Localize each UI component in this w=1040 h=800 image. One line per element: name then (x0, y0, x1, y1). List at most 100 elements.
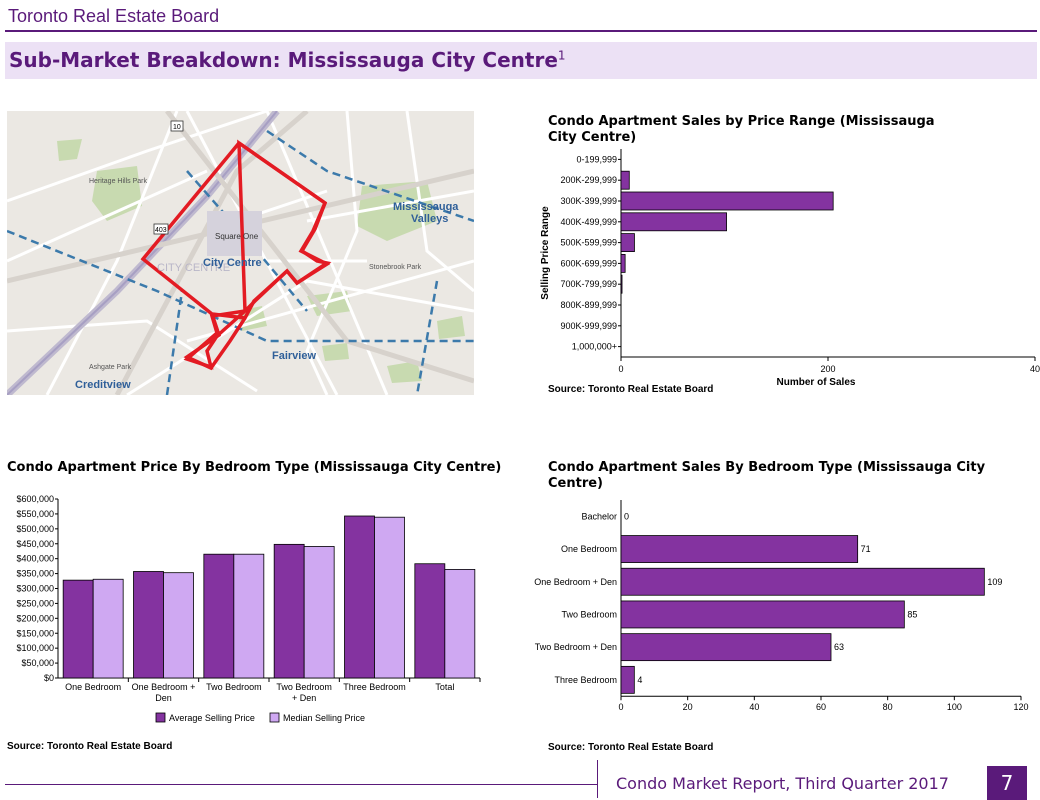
bedroom-sales-chart: Bachelor 0 One Bedroom 71 One Bedroom + Den 1… (534, 500, 1029, 712)
price-range-x-tick-label: 0 (618, 364, 623, 374)
bedroom-price-bar-average (414, 563, 446, 679)
price-range-bar (620, 212, 727, 232)
price-range-category-label: 500K-599,999 (560, 238, 617, 248)
price-range-x-tick-label: 200 (820, 364, 835, 374)
bedroom-price-y-tick-label: $250,000 (16, 598, 54, 608)
bedroom-price-category-label: Two Bedroom (206, 682, 262, 692)
bedroom-sales-category-label: Bachelor (581, 511, 617, 521)
price-range-bar (620, 233, 635, 252)
bedroom-price-chart-title: Condo Apartment Price By Bedroom Type (M… (7, 460, 502, 475)
price-range-category-label: 400K-499,999 (560, 217, 617, 227)
bedroom-sales-x-tick-label: 20 (683, 702, 693, 712)
price-range-y-axis-title: Selling Price Range (540, 206, 551, 300)
bedroom-price-y-tick-label: $550,000 (16, 509, 54, 519)
bedroom-sales-x-tick-label: 60 (816, 702, 826, 712)
bedroom-sales-data-label: 63 (834, 642, 844, 652)
bedroom-sales-category-label: One Bedroom (561, 544, 617, 554)
submarket-map: Heritage Hills Park Square One CITY CENT… (7, 111, 474, 395)
bedroom-price-y-tick-label: $0 (44, 673, 54, 683)
bedroom-sales-category-label: Two Bedroom + Den (535, 642, 617, 652)
map-square-one-block (207, 211, 262, 256)
bedroom-sales-x-tick-label: 100 (947, 702, 962, 712)
bedroom-sales-x-tick-label: 0 (618, 702, 623, 712)
bedroom-sales-category-label: Two Bedroom (561, 609, 617, 619)
bedroom-price-bar-average (133, 571, 164, 679)
map-label-heritage: Heritage Hills Park (89, 178, 147, 185)
bedroom-price-category-label: Total (435, 682, 454, 692)
bedroom-price-y-tick-label: $300,000 (16, 584, 54, 594)
bedroom-price-bar-median (233, 553, 265, 679)
map-label-route-10: 10 (173, 124, 181, 131)
price-range-bar (620, 274, 623, 294)
bedroom-price-category-label: One Bedroom (65, 682, 121, 692)
bedroom-sales-x-tick-label: 80 (883, 702, 893, 712)
bedroom-sales-chart-title: Condo Apartment Sales By Bedroom Type (M… (548, 460, 986, 491)
legend-swatch-average (155, 712, 166, 723)
price-range-category-label: 600K-699,999 (560, 258, 617, 268)
bedroom-price-y-tick-label: $200,000 (16, 613, 54, 623)
route-10-shield (170, 120, 184, 132)
price-range-category-label: 1,000,000+ (572, 342, 617, 352)
bedroom-price-bar-median (303, 546, 335, 679)
price-range-bar (620, 191, 834, 211)
report-header-title: Toronto Real Estate Board (8, 6, 220, 26)
bedroom-sales-bar (620, 535, 859, 563)
map-label-route-403: 403 (155, 227, 167, 234)
price-range-chart-source: Source: Toronto Real Estate Board (548, 384, 714, 395)
bedroom-sales-chart-source: Source: Toronto Real Estate Board (548, 742, 714, 753)
bedroom-price-y-tick-label: $400,000 (16, 554, 54, 564)
bedroom-price-y-tick-label: $350,000 (16, 569, 54, 579)
bedroom-price-bar-average (344, 515, 375, 679)
bedroom-price-y-tick-label: $150,000 (16, 628, 54, 638)
header-divider (5, 30, 1037, 32)
bedroom-sales-x-tick-label: 40 (749, 702, 759, 712)
bedroom-sales-bar (620, 633, 832, 662)
price-range-category-label: 800K-899,999 (560, 300, 617, 310)
bedroom-sales-data-label: 0 (624, 511, 629, 521)
bedroom-sales-data-label: 109 (987, 577, 1002, 587)
bedroom-sales-bar (620, 665, 635, 694)
map-label-creditview: Creditview (75, 379, 131, 391)
legend-swatch-median (269, 712, 280, 723)
bedroom-sales-category-label: Three Bedroom (554, 675, 617, 685)
city-centre-boundary (140, 141, 331, 371)
bedroom-price-bar-median (444, 569, 476, 679)
bedroom-sales-category-label: One Bedroom + Den (534, 577, 617, 587)
price-range-category-label: 300K-399,999 (560, 196, 617, 206)
bedroom-price-bar-median (163, 572, 194, 679)
section-banner: Sub-Market Breakdown: Mississauga City C… (5, 42, 1037, 79)
map-label-square-one: Square One (215, 232, 259, 241)
bedroom-price-y-tick-label: $450,000 (16, 539, 54, 549)
map-label-valleys: Valleys (411, 213, 448, 225)
bedroom-price-y-tick-label: $50,000 (21, 658, 54, 668)
bedroom-price-bar-average (273, 543, 305, 679)
map-label-fairview: Fairview (272, 350, 316, 362)
bedroom-sales-bar (620, 600, 905, 629)
price-range-x-tick-label: 40 (1030, 364, 1040, 374)
bedroom-price-category-label-line2: + Den (292, 693, 316, 703)
map-label-mississauga: Mississauga (393, 201, 459, 213)
bedroom-price-category-label-line2: Den (155, 693, 172, 703)
page-number: 7 (987, 766, 1027, 800)
footer-vertical-divider (597, 760, 598, 798)
bedroom-price-y-tick-label: $600,000 (16, 494, 54, 504)
price-range-chart-title: Condo Apartment Sales by Price Range (Mi… (548, 114, 935, 145)
bedroom-price-bar-average (203, 553, 235, 679)
section-title-footnote: 1 (557, 48, 566, 63)
price-range-category-label: 900K-999,999 (560, 321, 617, 331)
section-title-text: Sub-Market Breakdown: Mississauga City C… (9, 48, 558, 72)
bedroom-sales-data-label: 71 (861, 544, 871, 554)
price-range-bar (620, 254, 626, 273)
price-range-category-label: 0-199,999 (576, 154, 617, 164)
bedroom-price-chart: $0 $50,000 $100,000 $150,000 $200,000 $250,00… (16, 494, 481, 723)
map-label-stonebrook: Stonebrook Park (369, 264, 422, 271)
map-canvas: Heritage Hills Park Square One CITY CENT… (7, 111, 474, 395)
price-range-x-axis-title: Number of Sales (777, 377, 856, 388)
bedroom-price-bar-median (92, 578, 124, 679)
section-title: Sub-Market Breakdown: Mississauga City C… (9, 48, 566, 72)
bedroom-price-chart-source: Source: Toronto Real Estate Board (7, 741, 173, 752)
legend-label-average: Average Selling Price (169, 713, 255, 723)
bedroom-price-category-label: Three Bedroom (343, 682, 406, 692)
bedroom-sales-data-label: 85 (907, 609, 917, 619)
legend-label-median: Median Selling Price (283, 713, 365, 723)
